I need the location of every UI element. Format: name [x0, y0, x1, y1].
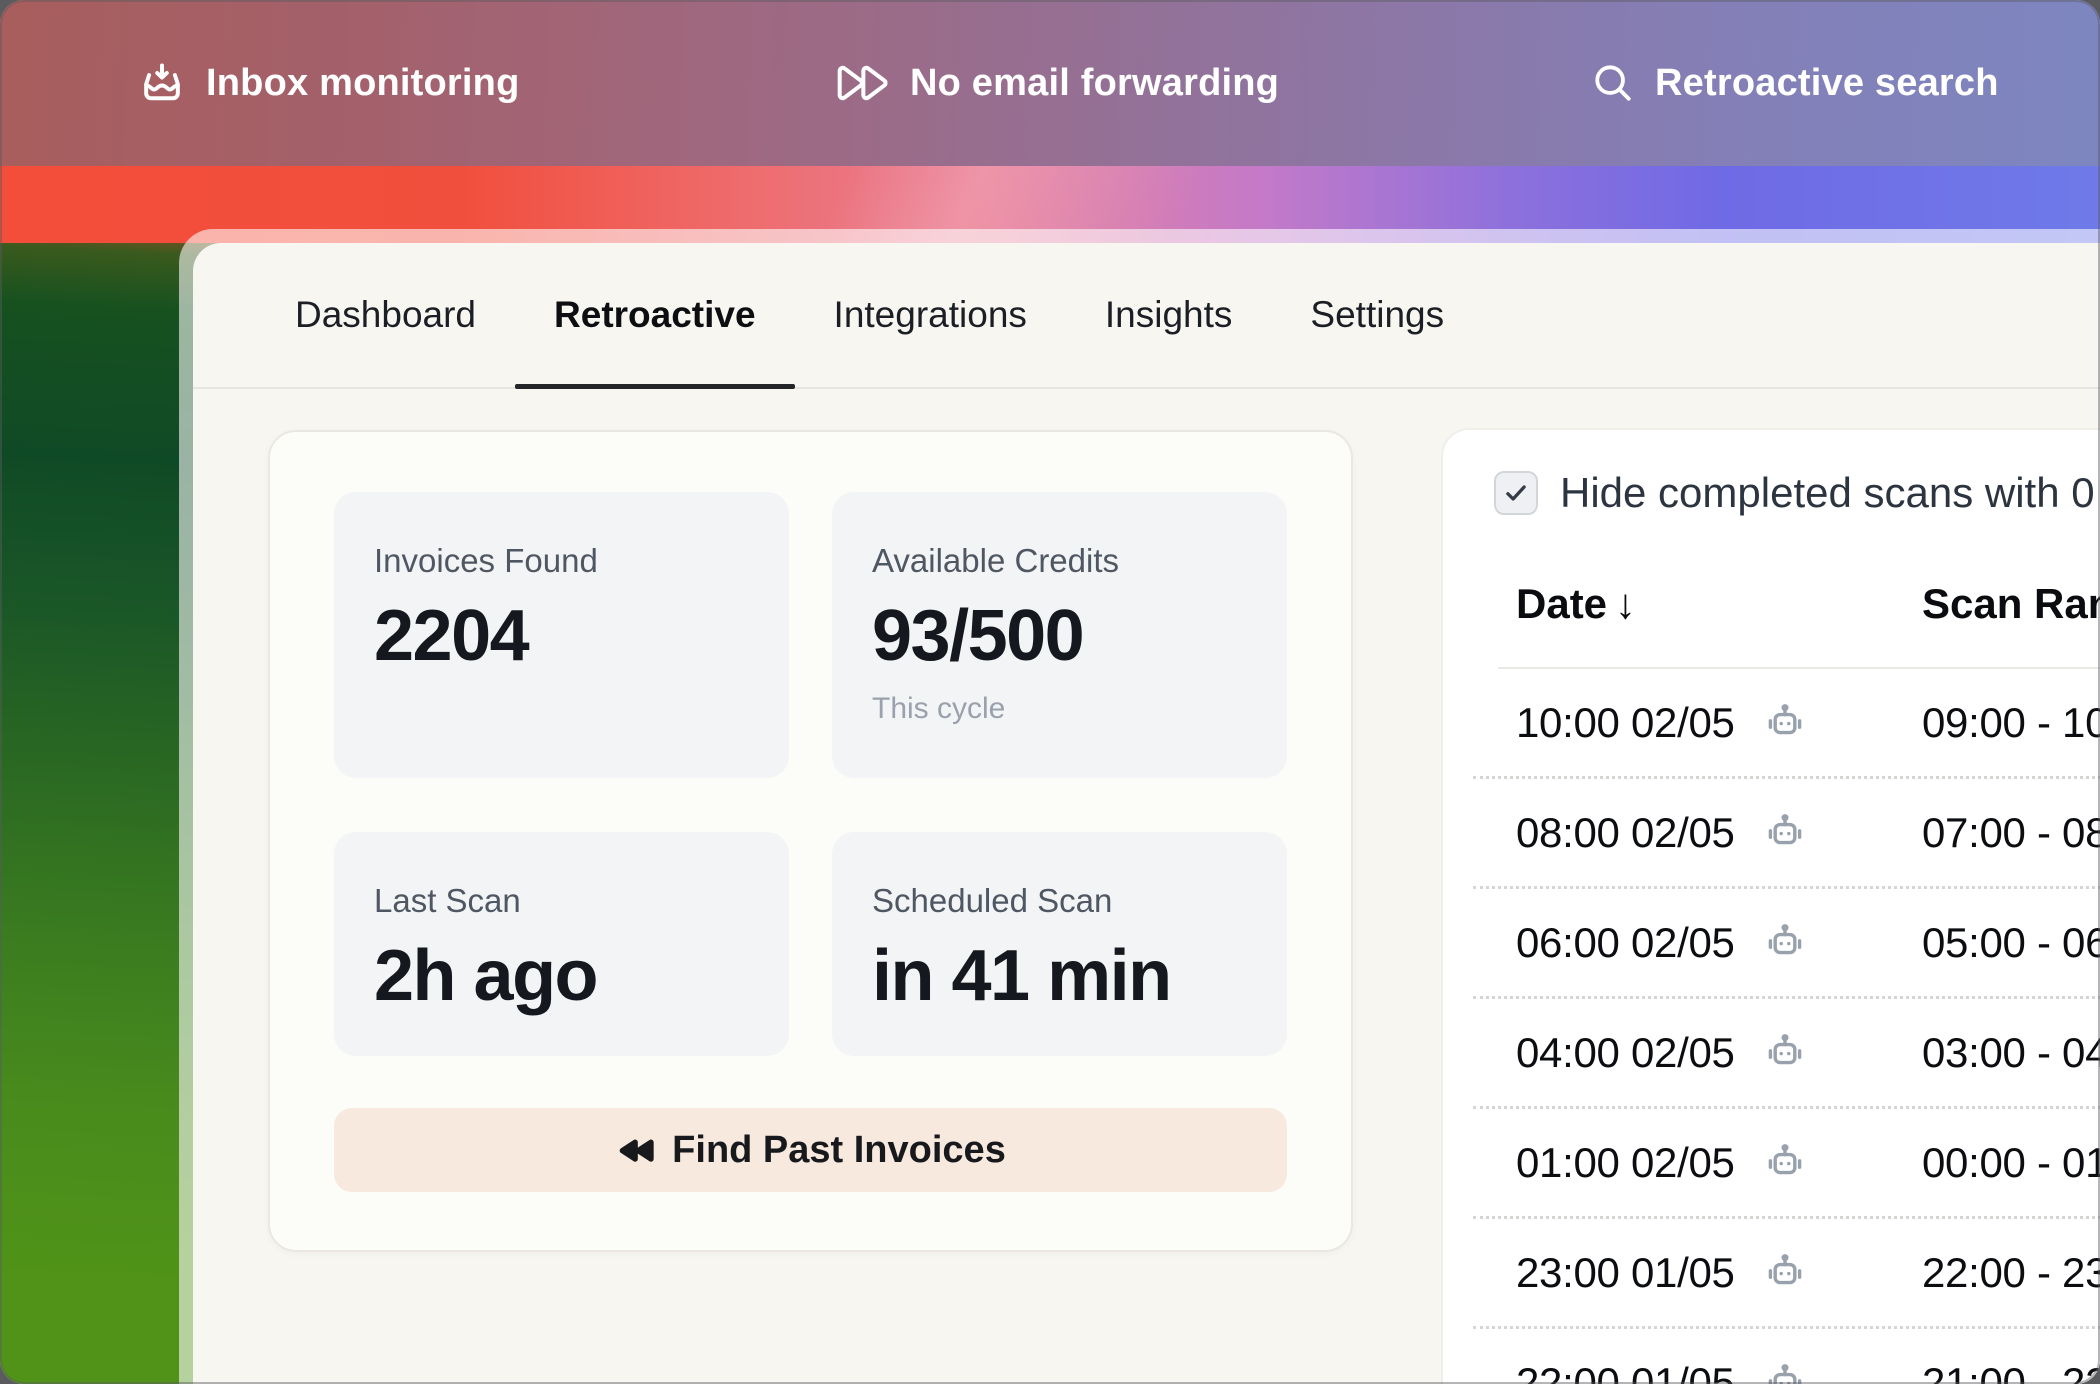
sort-descending-icon: ↓ — [1615, 580, 1637, 627]
tab-retroactive[interactable]: Retroactive — [515, 243, 795, 389]
scan-row[interactable]: 10:00 02/05 09:00 - 10 — [1473, 669, 2100, 779]
scan-rows: 10:00 02/05 09:00 - 10 08:00 02/05 07:00 - … — [1473, 669, 2100, 1384]
stat-value: 93/500 — [872, 596, 1085, 676]
filter-row: Hide completed scans with 0 f — [1494, 469, 2100, 517]
stat-value: 2204 — [374, 596, 530, 676]
scan-row[interactable]: 08:00 02/05 07:00 - 08 — [1473, 779, 2100, 889]
hide-completed-label: Hide completed scans with 0 f — [1560, 469, 2100, 516]
scan-range: 22:00 - 23 — [1922, 1248, 2100, 1296]
scan-date: 10:00 02/05 — [1516, 698, 1735, 746]
stat-value: in 41 min — [872, 936, 1172, 1016]
banner-feature-2: No email forwarding — [833, 0, 1279, 166]
stat-tile-available-credits: Available Credits 93/500 This cycle — [832, 492, 1287, 778]
robot-icon — [1761, 699, 1809, 747]
column-header-scan-range[interactable]: Scan Rang — [1922, 580, 2100, 627]
banner-feature-label: No email forwarding — [910, 61, 1280, 104]
banner-feature-1: Inbox monitoring — [137, 0, 520, 166]
scan-date: 01:00 02/05 — [1516, 1138, 1735, 1186]
scan-date: 23:00 01/05 — [1516, 1248, 1735, 1296]
banner-feature-label: Inbox monitoring — [206, 61, 520, 104]
scan-row[interactable]: 06:00 02/05 05:00 - 06 — [1473, 889, 2100, 999]
scan-row[interactable]: 04:00 02/05 03:00 - 04 — [1473, 999, 2100, 1109]
date-header-label: Date — [1516, 580, 1608, 627]
scan-range: 05:00 - 06 — [1922, 918, 2100, 966]
stat-tile-scheduled-scan: Scheduled Scan in 41 min — [832, 832, 1287, 1056]
inbox-arrow-down-icon — [137, 58, 187, 108]
banner-feature-3: Retroactive search — [1590, 0, 1999, 166]
fast-forward-icon — [833, 54, 891, 112]
tab-bar: Dashboard Retroactive Integrations Insights… — [193, 243, 2100, 389]
check-icon — [1501, 478, 1531, 508]
stats-tiles: Invoices Found 2204 Available Credits 93… — [334, 492, 1287, 1056]
header-divider — [1498, 667, 2100, 669]
scan-date: 04:00 02/05 — [1516, 1028, 1735, 1076]
scan-row[interactable]: 01:00 02/05 00:00 - 01 — [1473, 1109, 2100, 1219]
robot-icon — [1761, 1139, 1809, 1187]
hide-completed-checkbox[interactable] — [1494, 471, 1538, 515]
scan-range: 03:00 - 04 — [1922, 1028, 2100, 1076]
robot-icon — [1761, 1359, 1809, 1384]
column-header-date[interactable]: Date ↓ — [1516, 580, 1636, 628]
stat-subtext: This cycle — [872, 692, 1006, 725]
tab-settings[interactable]: Settings — [1310, 294, 1445, 335]
scan-date: 06:00 02/05 — [1516, 918, 1735, 966]
stat-tile-last-scan: Last Scan 2h ago — [334, 832, 789, 1056]
scan-date: 08:00 02/05 — [1516, 808, 1735, 856]
tab-insights[interactable]: Insights — [1104, 294, 1233, 335]
table-header: Date↓ Scan Rang — [1443, 580, 2100, 640]
tab-integrations[interactable]: Integrations — [833, 294, 1027, 335]
tab-dashboard[interactable]: Dashboard — [295, 294, 477, 335]
stats-card: Invoices Found 2204 Available Credits 93… — [268, 430, 1353, 1252]
scan-row[interactable]: 23:00 01/05 22:00 - 23 — [1473, 1219, 2100, 1329]
scan-range: 00:00 - 01 — [1922, 1138, 2100, 1186]
search-icon — [1590, 60, 1636, 106]
window-glass-edge: Dashboard Retroactive Integrations Insights… — [179, 229, 2100, 1384]
scan-range: 07:00 - 08 — [1922, 808, 2100, 856]
robot-icon — [1761, 1249, 1809, 1297]
robot-icon — [1761, 1029, 1809, 1077]
scans-panel: Hide completed scans with 0 f Date ↓ Scan… — [1443, 430, 2100, 1384]
scan-range: 09:00 - 10 — [1922, 698, 2100, 746]
app-window: Dashboard Retroactive Integrations Insights… — [193, 243, 2100, 1384]
stat-tile-invoices-found: Invoices Found 2204 — [334, 492, 789, 778]
stat-value: 2h ago — [374, 936, 599, 1016]
stat-label: Last Scan — [374, 882, 521, 919]
banner-feature-label: Retroactive search — [1655, 61, 1999, 104]
rewind-icon — [615, 1130, 655, 1170]
stat-label: Invoices Found — [374, 542, 598, 579]
scan-row[interactable]: 22:00 01/05 21:00 - 22 — [1473, 1329, 2100, 1384]
scan-range: 21:00 - 22 — [1922, 1358, 2100, 1384]
scan-date: 22:00 01/05 — [1516, 1358, 1735, 1384]
robot-icon — [1761, 809, 1809, 857]
find-past-invoices-label: Find Past Invoices — [672, 1128, 1006, 1171]
stat-label: Available Credits — [872, 542, 1120, 579]
stat-label: Scheduled Scan — [872, 882, 1113, 919]
robot-icon — [1761, 919, 1809, 967]
find-past-invoices-button[interactable]: Find Past Invoices — [334, 1108, 1287, 1192]
feature-banner: Inbox monitoring No email forwarding Retro… — [0, 0, 2100, 166]
